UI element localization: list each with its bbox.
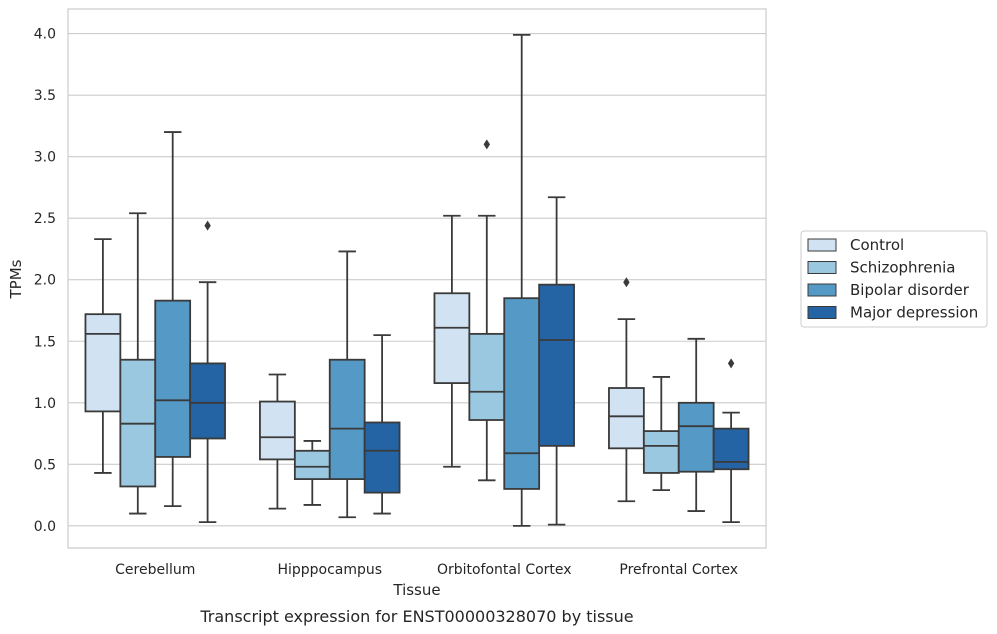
box-0-1	[119, 212, 157, 515]
box-body	[712, 427, 750, 471]
box-3-2	[677, 337, 715, 512]
legend-item: Major depression	[807, 304, 978, 322]
x-tick-label: Hipppocampus	[277, 562, 382, 578]
box-body	[189, 362, 226, 440]
chart-caption: Transcript expression for ENST0000032807…	[199, 607, 633, 626]
y-tick-label: 1.5	[34, 334, 56, 350]
plot-frame	[67, 8, 767, 549]
y-tick-label: 0.5	[34, 457, 56, 473]
legend-swatch	[807, 283, 837, 297]
legend-label: Schizophrenia	[850, 259, 955, 277]
box-body	[259, 400, 296, 461]
legend-label: Major depression	[850, 304, 978, 322]
legend-item: Control	[807, 236, 904, 254]
box-3-0	[608, 277, 645, 503]
y-tick-label: 3.0	[34, 150, 56, 166]
outlier-point	[727, 358, 735, 369]
box-body	[642, 430, 680, 474]
outlier-point	[483, 139, 490, 150]
box-2-0	[433, 214, 471, 468]
box-body	[154, 299, 192, 458]
x-tick-label: Prefrontal Cortex	[619, 562, 738, 578]
box-3-3	[712, 358, 750, 524]
box-2-2	[503, 33, 541, 527]
box-marks	[84, 33, 750, 527]
box-0-0	[84, 238, 122, 474]
box-1-0	[259, 373, 296, 510]
x-tick-labels: Cerebellum Hipppocampus Orbitofontal Corte…	[115, 562, 738, 578]
y-tick-label: 0.0	[34, 519, 56, 535]
legend: Control Schizophrenia Bipolar disorder Majo…	[800, 230, 988, 328]
y-tick-label: 2.5	[34, 211, 56, 227]
legend-swatch	[807, 261, 837, 274]
box-0-2	[154, 131, 192, 508]
box-body	[608, 387, 645, 450]
box-body	[84, 313, 122, 413]
y-tick-labels: 0.0 0.5 1.0 1.5 2.0 2.5 3.0 3.5 4.0	[34, 27, 56, 535]
y-tick-label: 1.0	[34, 396, 56, 412]
box-3-1	[642, 376, 680, 492]
box-2-1	[468, 139, 506, 482]
box-body	[503, 297, 541, 490]
legend-item: Bipolar disorder	[807, 281, 970, 299]
box-body	[293, 449, 331, 480]
legend-label: Bipolar disorder	[850, 281, 970, 299]
legend-item: Schizophrenia	[807, 259, 955, 277]
y-tick-label: 4.0	[34, 27, 56, 43]
x-axis-label: Tissue	[392, 581, 440, 599]
box-2-3	[538, 196, 575, 526]
box-body	[433, 292, 471, 385]
box-body	[538, 283, 575, 447]
box-1-2	[328, 250, 366, 519]
legend-swatch	[807, 238, 837, 252]
box-body	[677, 401, 715, 473]
box-body	[363, 421, 401, 494]
y-axis-label: TPMs	[7, 259, 25, 299]
box-body	[468, 332, 506, 421]
box-1-3	[363, 334, 401, 515]
x-tick-label: Cerebellum	[115, 562, 195, 578]
outlier-point	[623, 277, 630, 288]
y-tick-label: 2.0	[34, 273, 56, 289]
legend-swatch	[807, 306, 837, 319]
box-0-3	[189, 220, 226, 524]
x-tick-label: Orbitofontal Cortex	[437, 562, 572, 578]
legend-label: Control	[850, 236, 904, 254]
y-tick-label: 3.5	[34, 88, 56, 104]
outlier-point	[204, 220, 211, 231]
box-1-1	[293, 440, 331, 506]
legend-frame	[800, 230, 988, 328]
box-body	[328, 358, 366, 480]
